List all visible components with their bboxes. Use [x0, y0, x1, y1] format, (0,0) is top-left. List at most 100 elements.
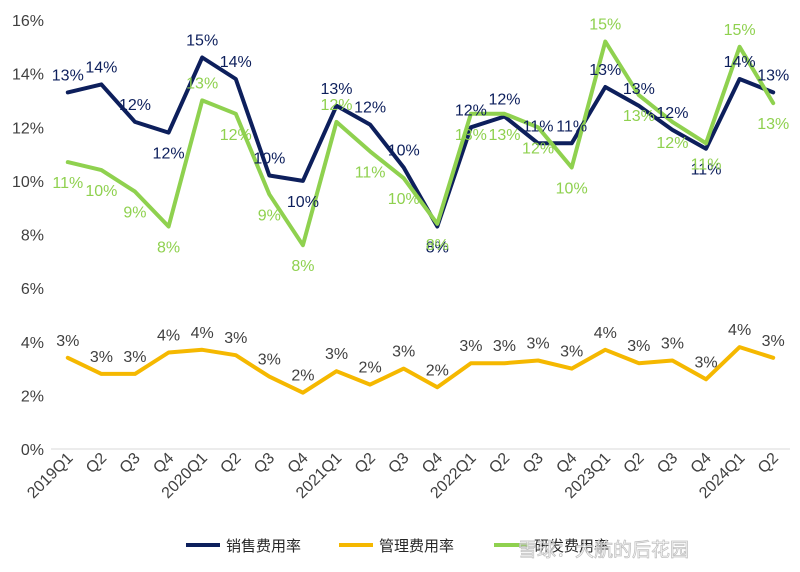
- data-label-2: 12%: [656, 135, 688, 152]
- x-tick-label: Q2: [486, 450, 513, 477]
- data-label-2: 8%: [157, 239, 180, 256]
- data-label-0: 15%: [186, 33, 218, 50]
- data-label-2: 15%: [589, 16, 621, 33]
- data-label-1: 4%: [594, 325, 617, 342]
- y-tick-label: 10%: [12, 174, 44, 191]
- data-label-0: 12%: [455, 102, 487, 119]
- x-tick-label: Q4: [285, 450, 312, 477]
- x-tick-label: Q4: [688, 450, 715, 477]
- x-tick-label: Q2: [352, 450, 379, 477]
- data-label-2: 12%: [522, 140, 554, 157]
- data-label-2: 13%: [757, 116, 789, 133]
- legend-label: 研发费用率: [534, 538, 609, 555]
- data-label-0: 12%: [119, 97, 151, 114]
- data-label-0: 14%: [85, 59, 117, 76]
- legend-label: 销售费用率: [226, 538, 301, 555]
- x-tick-label: Q3: [385, 450, 412, 477]
- legend: 销售费用率 管理费用率 研发费用率: [186, 538, 609, 555]
- data-label-2: 8%: [426, 237, 449, 254]
- data-label-1: 3%: [694, 354, 717, 371]
- data-label-2: 11%: [355, 164, 386, 181]
- data-label-1: 3%: [392, 344, 415, 361]
- data-labels: 13% 14%12%12%15%14%10%10%13%12%10%8%12%12…: [52, 16, 789, 384]
- x-tick-label: Q2: [621, 450, 648, 477]
- y-tick-label: 8%: [21, 228, 44, 245]
- data-label-1: 3%: [90, 349, 113, 366]
- legend-label: 管理费用率: [379, 538, 454, 555]
- data-label-1: 3%: [560, 344, 583, 361]
- data-label-1: 2%: [359, 360, 382, 377]
- x-tick-label: Q3: [654, 450, 681, 477]
- data-label-2: 9%: [258, 207, 281, 224]
- data-label-2: 9%: [123, 205, 146, 222]
- y-tick-label: 4%: [21, 335, 44, 352]
- data-label-1: 3%: [627, 338, 650, 355]
- x-tick-label: Q2: [217, 450, 244, 477]
- data-label-1: 4%: [191, 325, 214, 342]
- data-label-2: 11%: [52, 175, 83, 192]
- data-label-1: 3%: [224, 330, 247, 347]
- data-label-0: 12%: [488, 92, 520, 109]
- data-label-0: 8%: [426, 239, 449, 256]
- data-label-0: 13%: [52, 67, 84, 84]
- data-label-2: 13%: [455, 127, 487, 144]
- data-label-0: 13%: [623, 81, 655, 98]
- data-label-2: 13%: [186, 75, 218, 92]
- data-label-1: 3%: [123, 349, 146, 366]
- data-label-1: 3%: [527, 336, 550, 353]
- data-label-2: 13%: [623, 108, 655, 125]
- series-lines: [65, 39, 776, 395]
- data-label-2: 11%: [691, 156, 722, 173]
- data-label-0: 11%: [691, 162, 722, 179]
- data-label-0: 13%: [757, 67, 789, 84]
- data-label-0: 13%: [321, 81, 353, 98]
- data-label-1: 3%: [325, 346, 348, 363]
- data-label-1: 2%: [291, 368, 314, 385]
- data-label-0: 11%: [556, 118, 587, 135]
- y-tick-label: 0%: [21, 442, 44, 459]
- x-tick-label: Q4: [419, 450, 446, 477]
- y-tick-label: 2%: [21, 388, 44, 405]
- y-tick-label: 16%: [12, 13, 44, 30]
- data-label-1: 3%: [258, 352, 281, 369]
- data-label-0: 14%: [220, 54, 252, 71]
- data-label-0: 12%: [354, 100, 386, 117]
- data-label-0: 10%: [287, 194, 319, 211]
- data-label-1: 3%: [56, 333, 79, 350]
- x-tick-label: Q3: [117, 450, 144, 477]
- x-tick-label: Q2: [755, 450, 782, 477]
- data-label-0: 11%: [523, 118, 554, 135]
- data-label-0: 12%: [153, 146, 185, 163]
- watermark: 雪球：大航的后花园: [518, 539, 689, 561]
- data-label-2: 10%: [85, 183, 117, 200]
- data-label-2: 8%: [291, 258, 314, 275]
- data-label-1: 3%: [661, 336, 684, 353]
- data-label-2: 15%: [724, 22, 756, 39]
- series-line-2: [65, 39, 776, 248]
- data-label-0: 12%: [656, 105, 688, 122]
- x-tick-label: Q3: [251, 450, 278, 477]
- data-label-2: 12%: [220, 127, 252, 144]
- data-label-1: 3%: [459, 338, 482, 355]
- data-label-0: 10%: [253, 151, 285, 168]
- x-tick-label: Q4: [553, 450, 580, 477]
- data-label-0: 14%: [724, 54, 756, 71]
- data-label-0: 10%: [388, 142, 420, 159]
- data-label-1: 3%: [493, 338, 516, 355]
- y-axis: 0% 2% 4% 6% 8% 10% 12% 14% 16%: [12, 13, 44, 459]
- x-tick-label: Q2: [83, 450, 110, 477]
- data-label-0: 13%: [589, 62, 621, 79]
- data-label-2: 13%: [488, 127, 520, 144]
- series-line-1: [65, 345, 776, 395]
- y-tick-label: 14%: [12, 67, 44, 84]
- x-tick-label: Q4: [150, 450, 177, 477]
- data-label-1: 2%: [426, 362, 449, 379]
- data-label-1: 4%: [157, 327, 180, 344]
- data-label-2: 12%: [321, 97, 353, 114]
- x-tick-label: Q3: [520, 450, 547, 477]
- data-label-2: 10%: [388, 191, 420, 208]
- data-label-1: 3%: [762, 333, 785, 350]
- data-label-2: 10%: [556, 180, 588, 197]
